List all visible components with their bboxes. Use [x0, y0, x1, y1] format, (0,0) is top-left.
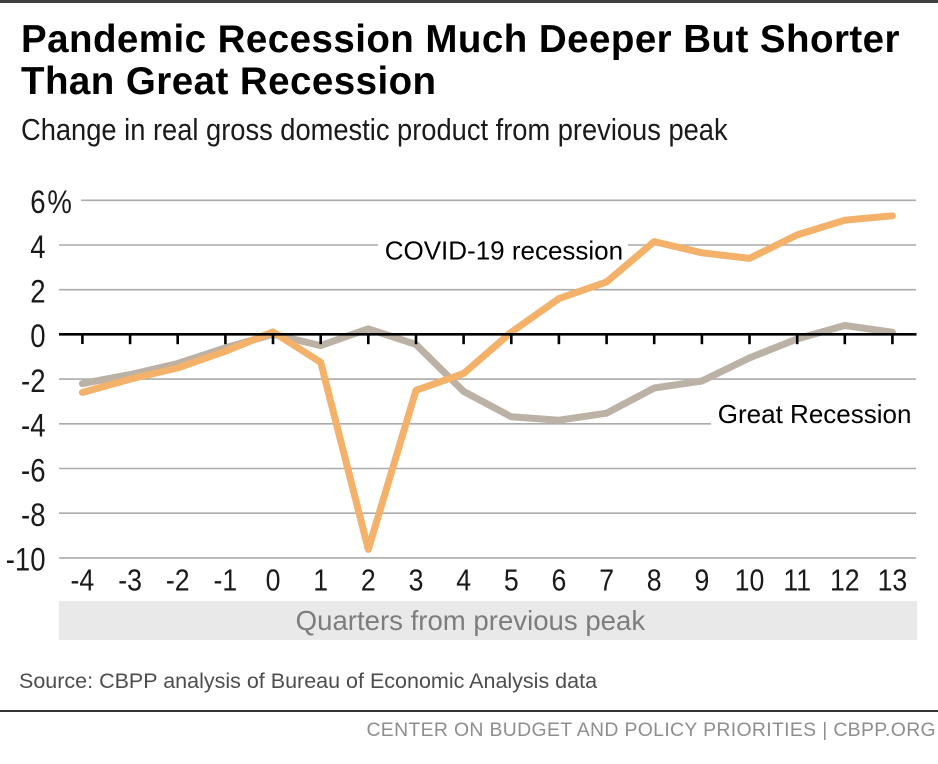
svg-text:-3: -3 [118, 564, 142, 598]
svg-text:-2: -2 [21, 364, 45, 399]
svg-text:-6: -6 [21, 453, 45, 488]
svg-text:0: 0 [30, 319, 45, 354]
svg-text:2: 2 [30, 275, 45, 310]
svg-text:9: 9 [694, 564, 709, 598]
svg-text:-4: -4 [71, 564, 95, 598]
svg-text:7: 7 [599, 564, 614, 598]
svg-text:COVID-19 recession: COVID-19 recession [385, 236, 623, 266]
svg-text:-4: -4 [21, 409, 45, 444]
svg-text:3: 3 [409, 564, 424, 598]
svg-text:4: 4 [456, 564, 471, 598]
svg-text:10: 10 [735, 564, 765, 598]
svg-text:6: 6 [30, 185, 45, 220]
svg-text:11: 11 [783, 564, 811, 598]
svg-text:4: 4 [30, 230, 45, 265]
svg-text:6: 6 [551, 564, 566, 598]
svg-text:-2: -2 [166, 564, 190, 598]
svg-text:5: 5 [504, 564, 519, 598]
svg-text:8: 8 [647, 564, 662, 598]
svg-text:13: 13 [878, 564, 908, 598]
svg-text:2: 2 [361, 564, 376, 598]
svg-text:-8: -8 [21, 498, 45, 533]
svg-text:%: % [47, 185, 71, 220]
svg-text:Great Recession: Great Recession [718, 399, 912, 429]
svg-text:1: 1 [313, 564, 328, 598]
svg-text:0: 0 [266, 564, 281, 598]
svg-text:-1: -1 [214, 564, 238, 598]
svg-text:12: 12 [830, 564, 860, 598]
svg-text:-10: -10 [6, 543, 46, 578]
